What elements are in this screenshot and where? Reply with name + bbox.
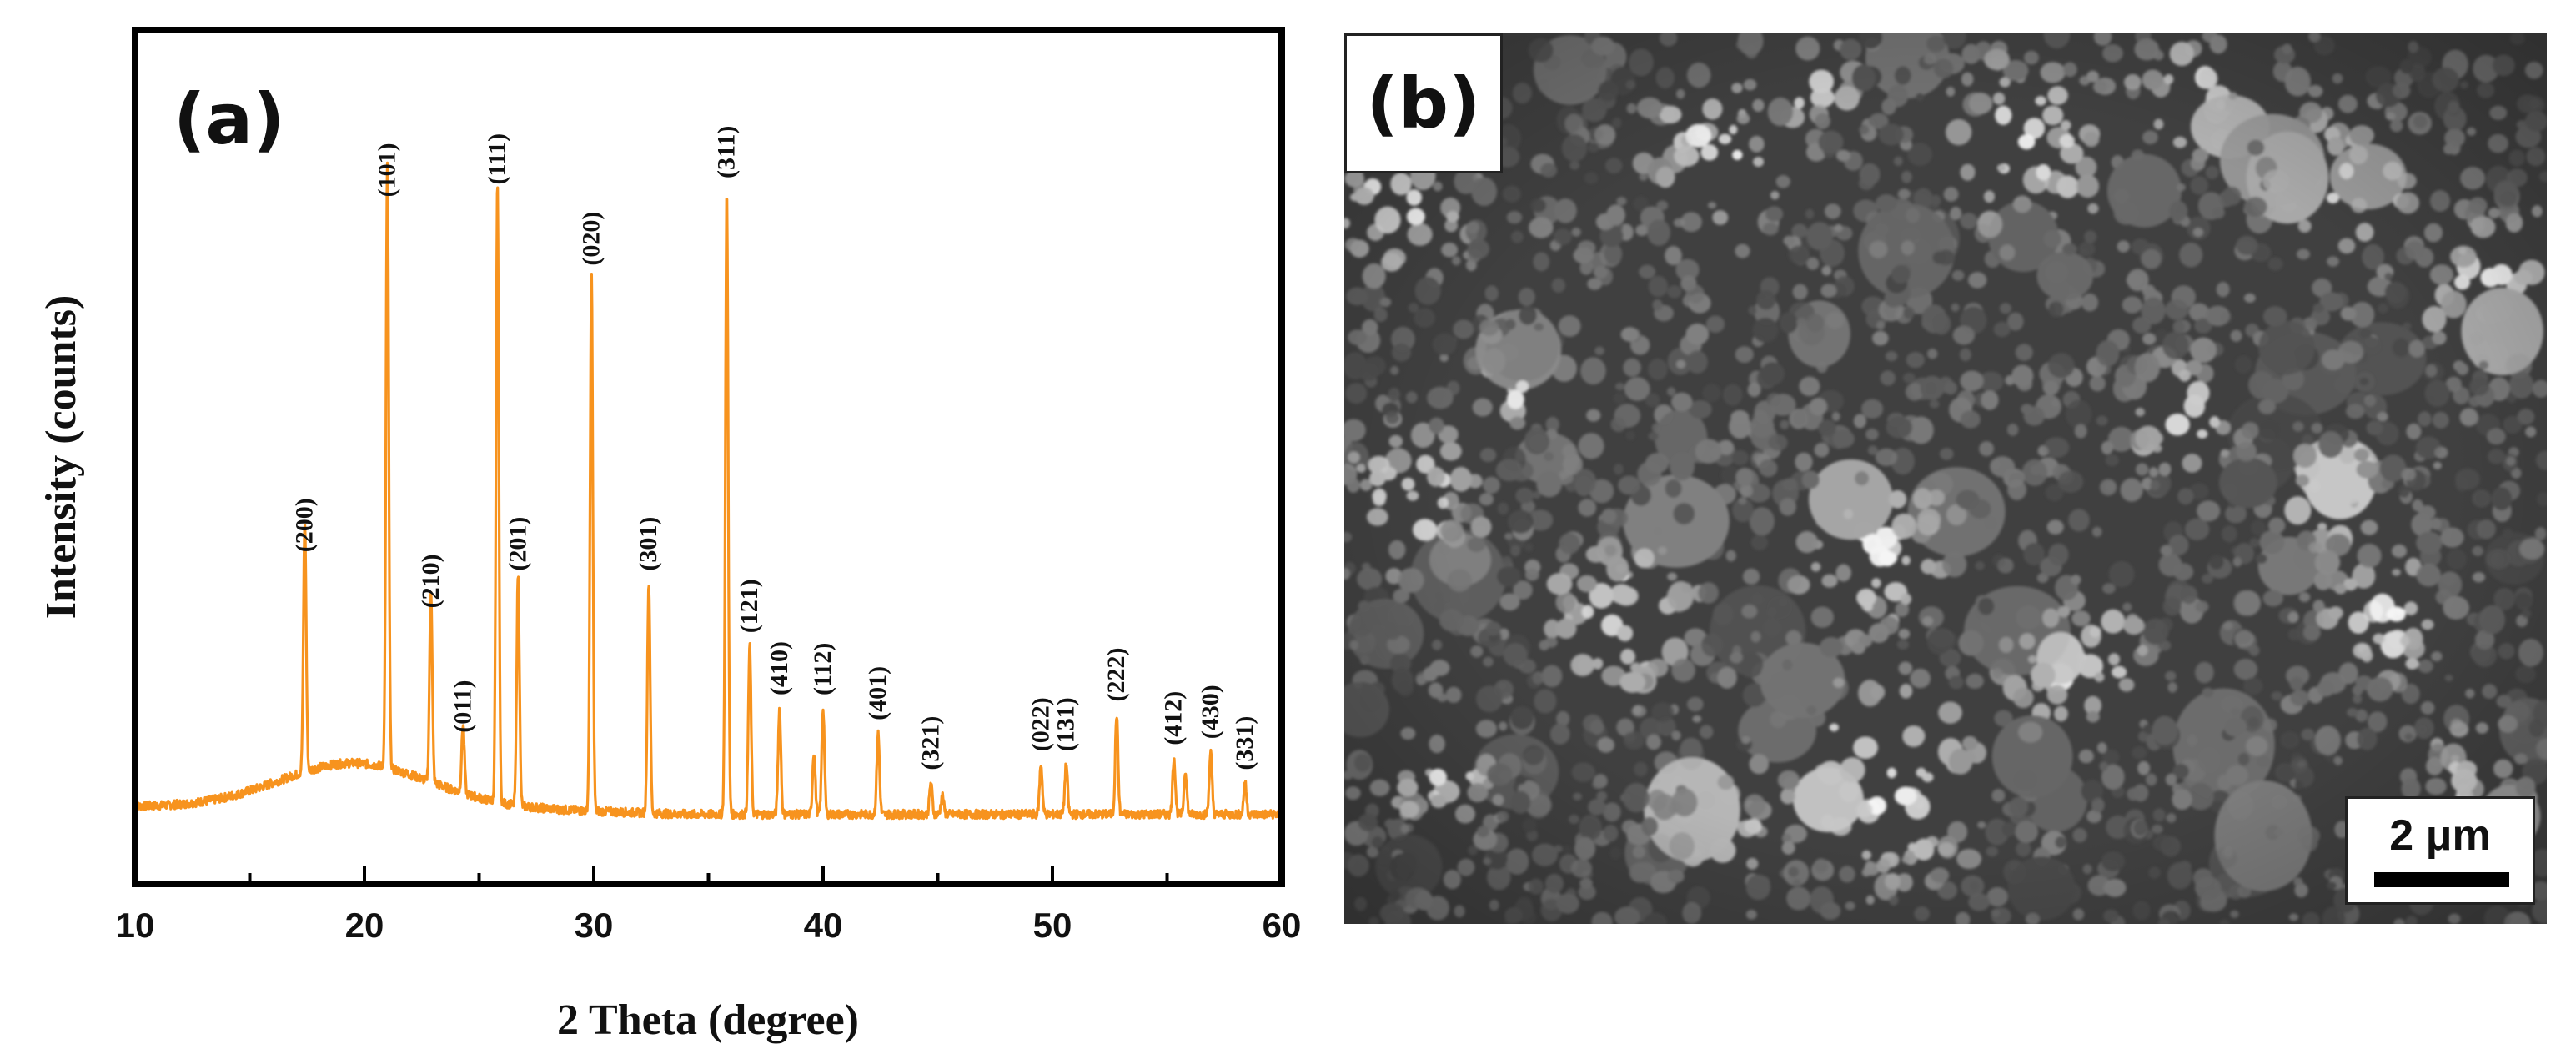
peak-label: (331)	[1231, 716, 1258, 770]
peak-label: (101)	[374, 143, 401, 197]
x-tick-label: 50	[1033, 906, 1072, 945]
peak-label: (412)	[1160, 691, 1188, 745]
peak-label: (401)	[864, 666, 891, 720]
x-tick-label: 60	[1263, 906, 1302, 945]
scale-bar: 2 μm	[2345, 796, 2535, 905]
peak-labels: (200) (101) (210) (011) (111) (201) (020) (301)…	[291, 126, 1259, 770]
peak-label: (131)	[1052, 697, 1080, 751]
x-tick-label: 40	[804, 906, 843, 945]
peak-label: (222)	[1102, 648, 1130, 702]
x-tick-labels: 10 20 30 40 50 60	[116, 906, 1302, 945]
x-tick-label: 10	[116, 906, 155, 945]
scale-bar-label: 2 μm	[2389, 811, 2491, 860]
peak-label: (210)	[417, 554, 444, 608]
sem-image	[1344, 33, 2547, 924]
x-tick-label: 30	[575, 906, 614, 945]
y-axis-title: Intensity (counts)	[38, 295, 85, 620]
peak-label: (022)	[1027, 697, 1054, 751]
peak-label: (121)	[736, 579, 763, 633]
peak-label: (200)	[291, 498, 319, 552]
peak-label: (112)	[809, 643, 836, 695]
peak-label: (201)	[504, 517, 531, 571]
x-axis-title: 2 Theta (degree)	[557, 996, 859, 1044]
xrd-pattern-line	[133, 161, 1283, 821]
peak-label: (020)	[577, 212, 605, 266]
x-tick-label: 20	[345, 906, 384, 945]
peak-label: (301)	[635, 517, 662, 571]
scale-bar-line	[2374, 872, 2509, 887]
peak-label: (410)	[766, 641, 793, 695]
peak-label: (430)	[1197, 685, 1224, 739]
peak-label: (111)	[484, 133, 511, 185]
panel-label-b: (b)	[1344, 33, 1503, 173]
xrd-chart: 10 20 30 40 50 60 (200)(101)(210)(011)(111)(2…	[38, 27, 1302, 1044]
peak-label: (311)	[713, 126, 741, 178]
peak-label: (321)	[916, 716, 944, 770]
peak-label: (011)	[449, 680, 476, 732]
panel-label-a: (a)	[173, 78, 284, 160]
plot-frame	[132, 27, 1285, 887]
